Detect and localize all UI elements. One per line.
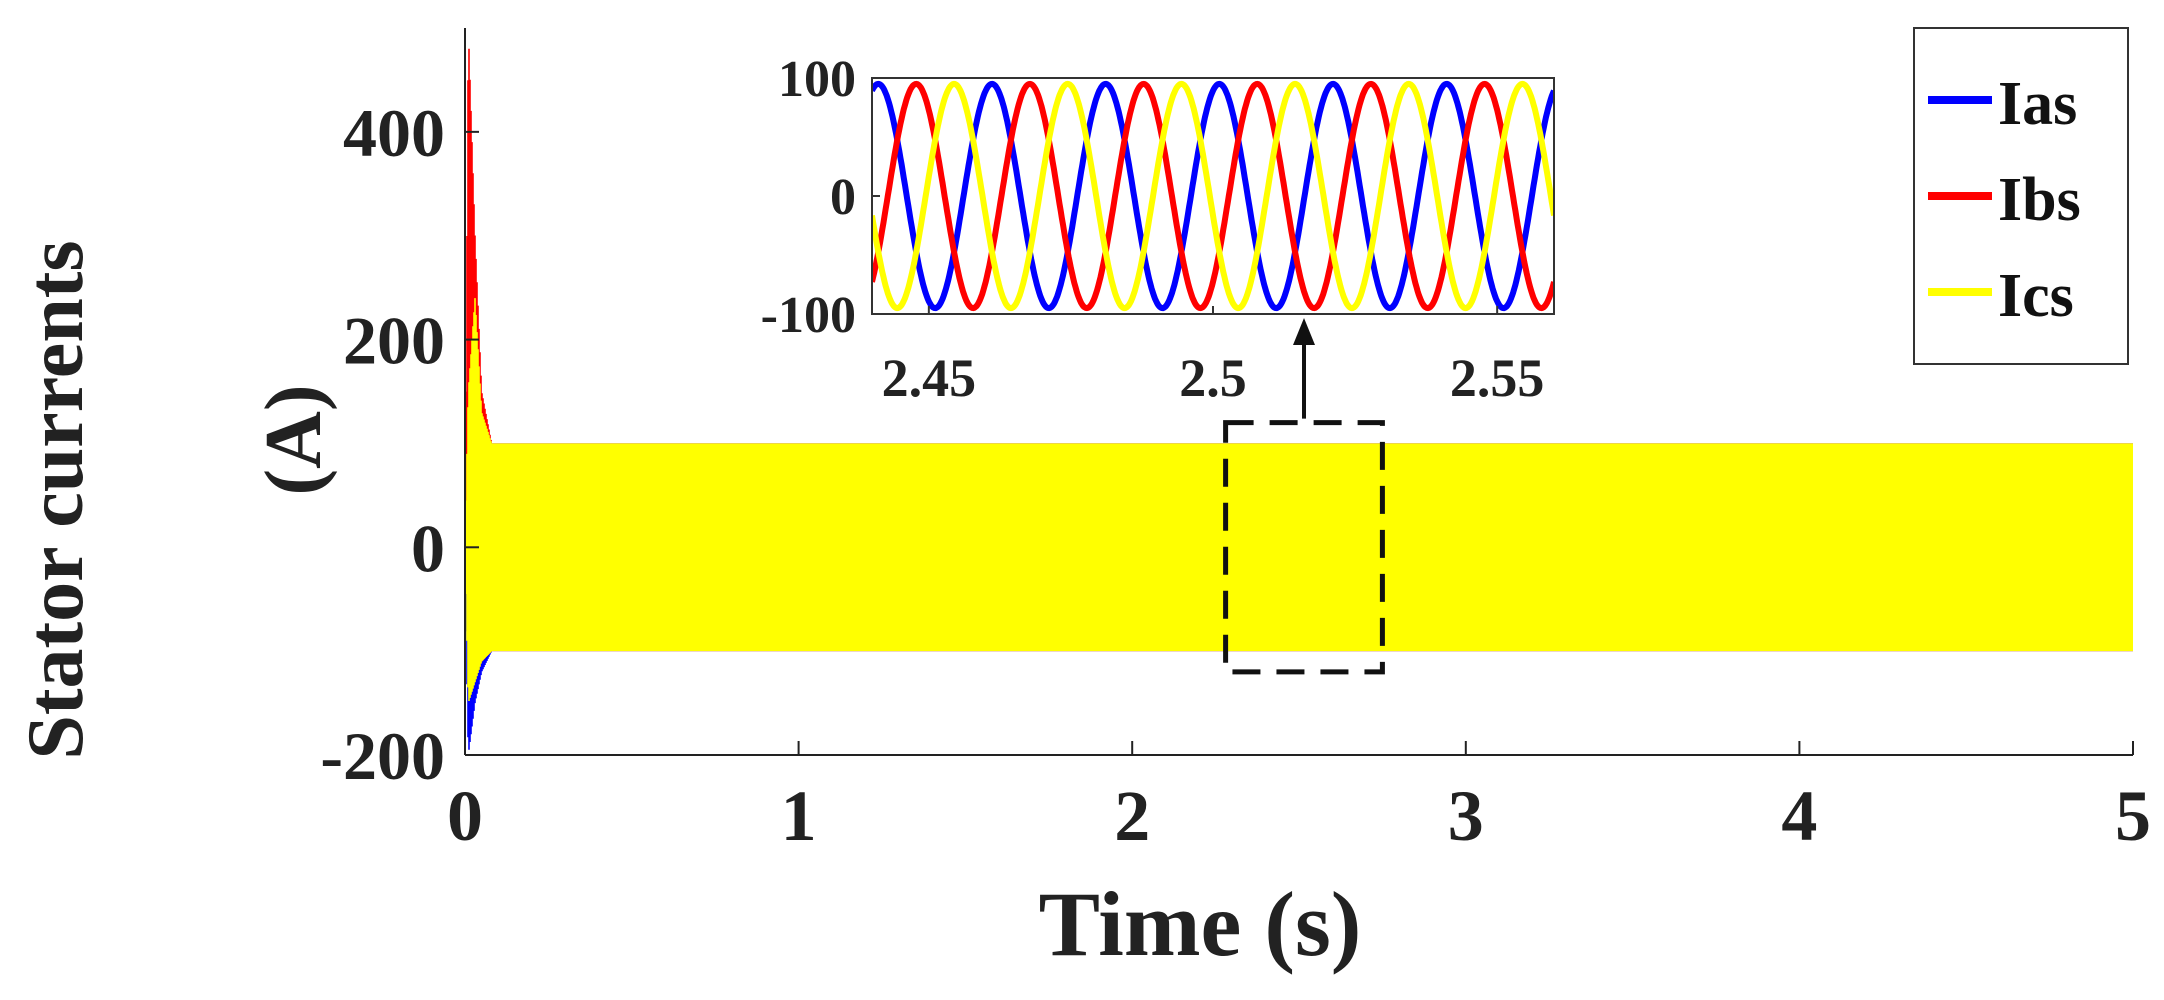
y-tick-label: -200: [320, 718, 445, 794]
inset-series-line-ics: [872, 80, 1554, 312]
x-tick-label: 0: [447, 776, 483, 856]
legend: Ias Ibs Ics: [1913, 27, 2129, 365]
y-tick-label: 200: [343, 303, 445, 379]
x-tick-label: 1: [781, 776, 817, 856]
inset-series-group: [872, 80, 1554, 312]
inset-x-tick-label: 2.55: [1450, 348, 1545, 408]
inset-y-tick-label: 0: [830, 169, 856, 226]
y-tick-label: 0: [411, 510, 445, 586]
series-line-ics: [465, 298, 2133, 701]
x-tick-label: 2: [1114, 776, 1150, 856]
zoom-box: [1223, 420, 1385, 675]
zoom-arrow-head: [1293, 318, 1316, 345]
inset-x-tick-label: 2.5: [1179, 348, 1247, 408]
inset-y-tick-label: -100: [761, 287, 856, 344]
x-tick-label: 3: [1448, 776, 1484, 856]
inset-series-line-ibs: [872, 80, 1554, 312]
legend-label-ibs: Ibs: [1998, 166, 2081, 234]
inset-plot: 2.45 2.5 2.55 -100 0 100: [761, 51, 1555, 408]
legend-label-ias: Ias: [1998, 70, 2077, 138]
y-tick-label: 400: [343, 95, 445, 171]
y-axis-title-line2: (A): [250, 384, 338, 495]
series-group: [465, 48, 2133, 750]
x-tick-label: 5: [2115, 776, 2151, 856]
inset-y-tick-label: 100: [778, 51, 856, 108]
inset-series-line-ias: [872, 80, 1554, 312]
x-tick-label: 4: [1781, 776, 1817, 856]
x-axis-title: Time (s): [1039, 873, 1362, 975]
inset-x-tick-label: 2.45: [882, 348, 977, 408]
legend-label-ics: Ics: [1998, 262, 2074, 330]
y-axis-title-line1: Stator currents: [12, 240, 100, 759]
